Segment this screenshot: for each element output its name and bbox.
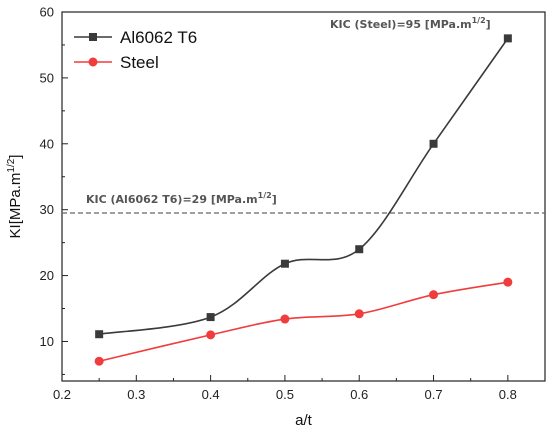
- legend-label-al6062: Al6062 T6: [120, 28, 197, 47]
- y-axis-title-exponent: 1/2: [6, 158, 17, 172]
- data-point-al6062: [429, 139, 438, 148]
- data-point-al6062: [503, 34, 512, 43]
- annotation-steel-kic-base: KIC (Steel)=95 [MPa.m: [330, 18, 472, 31]
- x-tick-label: 0.4: [202, 387, 220, 402]
- series-layer: [94, 34, 513, 366]
- y-tick-label: 60: [40, 5, 54, 20]
- legend: Al6062 T6 Steel: [74, 28, 197, 72]
- x-tick-label: 0.7: [424, 387, 442, 402]
- y-axis-title: KI[MPa.m1/2]: [6, 155, 24, 239]
- y-tick-label: 50: [40, 70, 54, 85]
- legend-swatch-steel-marker: [88, 57, 98, 67]
- annotation-steel-kic: KIC (Steel)=95 [MPa.m1/2]: [330, 16, 491, 31]
- y-tick-label: 10: [40, 334, 54, 349]
- x-axis-title: a/t: [295, 412, 313, 429]
- data-point-steel: [429, 290, 439, 300]
- annotation-al-kic-exponent: 1/2: [258, 191, 272, 200]
- series-line-1: [98, 281, 508, 363]
- data-point-al6062: [355, 245, 364, 254]
- y-axis-title-close: ]: [7, 155, 24, 159]
- annotation-steel-kic-close: ]: [486, 18, 491, 31]
- x-tick-label: 0.6: [350, 387, 368, 402]
- data-point-steel: [206, 330, 216, 340]
- annotation-steel-kic-exponent: 1/2: [472, 16, 486, 25]
- y-tick-label: 30: [40, 202, 54, 217]
- legend-label-steel: Steel: [120, 53, 159, 72]
- plot-border: [61, 11, 546, 382]
- annotation-al-kic-base: KIC (Al6062 T6)=29 [MPa.m: [86, 193, 258, 206]
- data-point-steel: [94, 356, 104, 366]
- x-tick-label: 0.8: [499, 387, 517, 402]
- y-tick-label: 40: [40, 136, 54, 151]
- x-tick-label: 0.2: [53, 387, 71, 402]
- plot-frame: [61, 11, 546, 382]
- x-tick-label: 0.3: [127, 387, 145, 402]
- axes-layer: 0.2 0.3 0.4 0.5 0.6 0.7 0.8 10 20 30 40 50 60: [40, 5, 546, 402]
- data-point-al6062: [95, 330, 104, 339]
- data-point-steel: [503, 277, 513, 287]
- y-axis-title-base: KI[MPa.m: [7, 173, 24, 239]
- data-point-steel: [354, 309, 364, 319]
- legend-item-al6062: Al6062 T6: [74, 28, 197, 47]
- data-point-al6062: [206, 313, 215, 322]
- y-tick-label: 20: [40, 268, 54, 283]
- legend-swatch-al6062-marker: [89, 33, 97, 41]
- data-point-al6062: [280, 259, 289, 268]
- annotation-al-kic-close: ]: [272, 193, 277, 206]
- data-point-steel: [280, 314, 290, 324]
- x-tick-label: 0.5: [276, 387, 294, 402]
- legend-item-steel: Steel: [74, 53, 159, 72]
- annotation-al-kic: KIC (Al6062 T6)=29 [MPa.m1/2]: [86, 191, 277, 206]
- series-line-0: [99, 37, 509, 336]
